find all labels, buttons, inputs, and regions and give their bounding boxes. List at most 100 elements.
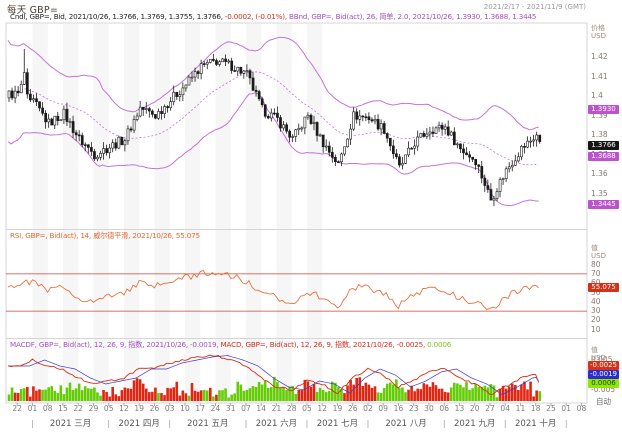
macd-legend: MACD, GBP=, Bid(act), 12, 26, 9, 指数, 202…	[218, 340, 426, 349]
macd-hist-legend: 0.0006	[425, 340, 452, 349]
macd-histogram-bar	[337, 387, 340, 401]
price-tick-label: 1.35	[591, 188, 608, 198]
macd-histogram-bar	[388, 382, 392, 401]
candle-body	[172, 91, 176, 102]
candle-body	[29, 93, 32, 101]
candle-body	[157, 111, 160, 119]
rsi-tick-label: 70	[591, 268, 601, 278]
macd-histogram-bar	[68, 382, 72, 401]
macd-histogram-bar	[141, 383, 145, 401]
candle-body	[32, 98, 35, 101]
macd-histogram-bar	[300, 390, 304, 401]
macd-histogram-bar	[7, 394, 11, 401]
candle-body	[65, 108, 69, 122]
macd-histogram-bar	[352, 384, 355, 401]
macd-histogram-bar	[224, 388, 227, 401]
candle-body	[376, 119, 380, 130]
macd-histogram-bar	[10, 387, 14, 401]
x-tick-label: 14	[256, 404, 266, 413]
macd-histogram-bar	[163, 395, 166, 401]
macd-histogram-bar	[498, 388, 502, 401]
price-tick-label: 1.41	[591, 71, 608, 81]
candle-body	[257, 91, 261, 100]
candle-body	[428, 131, 432, 135]
macd-histogram-bar	[437, 388, 441, 401]
candle-body	[151, 110, 154, 115]
rsi-tick-label: 50	[591, 287, 601, 297]
candle-body	[401, 163, 404, 166]
candle-body	[349, 128, 353, 140]
macd-histogram-bar	[193, 390, 197, 401]
auto-scale-label[interactable]: 自动	[596, 397, 611, 406]
candle-body	[456, 143, 459, 146]
candle-body	[99, 153, 102, 158]
macd-tick-label: -0.005	[591, 385, 616, 394]
candle-body	[422, 133, 426, 137]
month-separator: |	[504, 419, 507, 428]
candle-body	[74, 132, 78, 136]
bollinger-legend: BBnd, GBP=, Bid(act), 26, 简单, 2.0, 2021/…	[286, 12, 537, 21]
bb-lower-axis-label: 1.3445	[588, 200, 619, 209]
candle-body	[480, 166, 484, 179]
x-tick-label: 09	[378, 404, 388, 413]
candle-body	[529, 140, 532, 143]
candle-body	[111, 142, 115, 149]
candle-body	[437, 124, 441, 129]
candle-body	[495, 191, 499, 199]
price-axis-column[interactable]: 价格 USD 值 USD 值 USD 1.3930 1.3766 1.3688 …	[588, 0, 622, 442]
macd-histogram-bar	[312, 383, 316, 401]
x-tick-label: 08	[577, 404, 587, 413]
candle-body	[96, 156, 99, 160]
macd-histogram-bar	[93, 387, 96, 401]
price-tick-label: 1.42	[591, 52, 608, 61]
macd-histogram-bar	[202, 389, 206, 401]
x-tick-label: 17	[195, 404, 205, 413]
candle-body	[215, 60, 218, 65]
macd-histogram-bar	[83, 386, 87, 401]
candle-body	[486, 185, 490, 190]
bollinger-middle-line	[7, 71, 539, 166]
candle-body	[108, 147, 112, 154]
candle-body	[248, 70, 252, 79]
x-tick-label: 12	[317, 404, 327, 413]
candle-body	[416, 136, 420, 147]
macd-histogram-bar	[38, 389, 41, 401]
x-tick-label: 22	[12, 404, 22, 413]
macd-histogram-bar	[459, 384, 462, 401]
macd-histogram-bar	[431, 382, 435, 401]
rsi-tick-label: 80	[591, 259, 601, 269]
bollinger-lower-line	[7, 92, 539, 207]
candle-body	[148, 108, 151, 112]
macd-histogram-bar	[71, 390, 75, 401]
x-tick-label: 25	[546, 404, 556, 413]
candle-body	[504, 168, 508, 179]
candle-body	[385, 133, 389, 139]
macd-histogram-bar	[26, 386, 29, 401]
macd-histogram-bar	[501, 385, 505, 401]
candle-body	[303, 116, 307, 129]
candle-body	[273, 112, 276, 115]
macd-histogram-bar	[520, 384, 523, 401]
main-panel-legend: Cndl, GBP=, Bid, 2021/10/26, 1.3766, 1.3…	[10, 12, 536, 22]
candle-body	[425, 133, 429, 137]
candle-body	[361, 115, 365, 118]
candle-body	[327, 145, 331, 153]
macd-histogram-bar	[32, 386, 35, 401]
macd-histogram-bar	[428, 386, 432, 401]
macd-histogram-bar	[105, 391, 108, 401]
candle-body	[513, 160, 517, 166]
rsi-tick-label: 30	[591, 306, 601, 316]
rsi-tick-label: 20	[591, 315, 601, 325]
candle-body	[102, 148, 105, 154]
macd-histogram-bar	[422, 383, 426, 401]
macd-histogram-bar	[382, 388, 386, 401]
month-separator: |	[443, 419, 446, 428]
candle-body	[431, 131, 435, 134]
macd-histogram-bar	[205, 390, 209, 401]
macd-histogram-bar	[102, 389, 105, 401]
candle-body	[16, 90, 20, 94]
macd-histogram-bar	[395, 379, 398, 401]
candle-body	[395, 153, 398, 158]
candle-body	[355, 111, 359, 120]
